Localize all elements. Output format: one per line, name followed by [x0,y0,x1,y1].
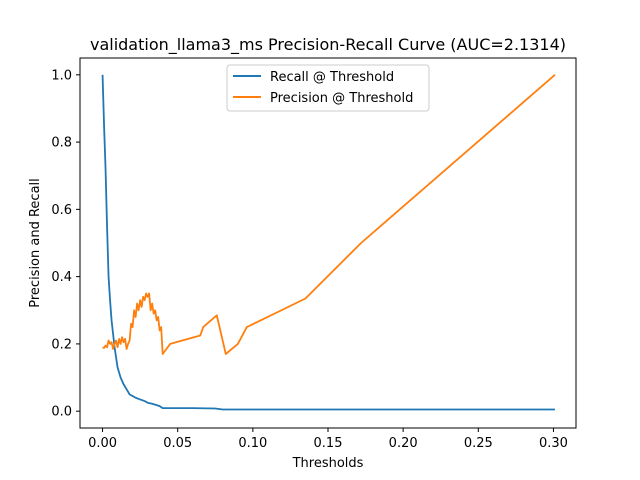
series-layer [101,74,556,411]
y-tick-label: 1.0 [51,68,72,83]
chart-title: validation_llama3_ms Precision-Recall Cu… [90,35,566,55]
legend-label-precision: Precision @ Threshold [270,91,413,106]
y-tick-label: 0.2 [51,337,72,352]
series-line-precision [102,74,556,355]
x-tick-label: 0.15 [314,436,343,451]
x-tick-label: 0.30 [539,436,568,451]
series-line-recall [101,74,555,411]
y-tick-label: 0.4 [51,270,72,285]
legend-label-recall: Recall @ Threshold [270,70,394,85]
y-tick-label: 0.0 [51,405,72,420]
x-tick-label: 0.25 [464,436,493,451]
x-tick-label: 0.20 [389,436,418,451]
x-axis: 0.00 0.05 0.10 0.15 0.20 0.25 0.30 [88,428,568,451]
legend: Recall @ Threshold Precision @ Threshold [226,64,430,112]
y-tick-label: 0.6 [51,203,72,218]
x-tick-label: 0.10 [238,436,267,451]
y-axis-label: Precision and Recall [28,178,43,308]
y-axis: 0.0 0.2 0.4 0.6 0.8 1.0 [51,68,80,420]
x-tick-label: 0.05 [163,436,192,451]
x-tick-label: 0.00 [88,436,117,451]
legend-box [226,64,430,112]
x-axis-label: Thresholds [292,456,364,471]
y-tick-label: 0.8 [51,136,72,151]
